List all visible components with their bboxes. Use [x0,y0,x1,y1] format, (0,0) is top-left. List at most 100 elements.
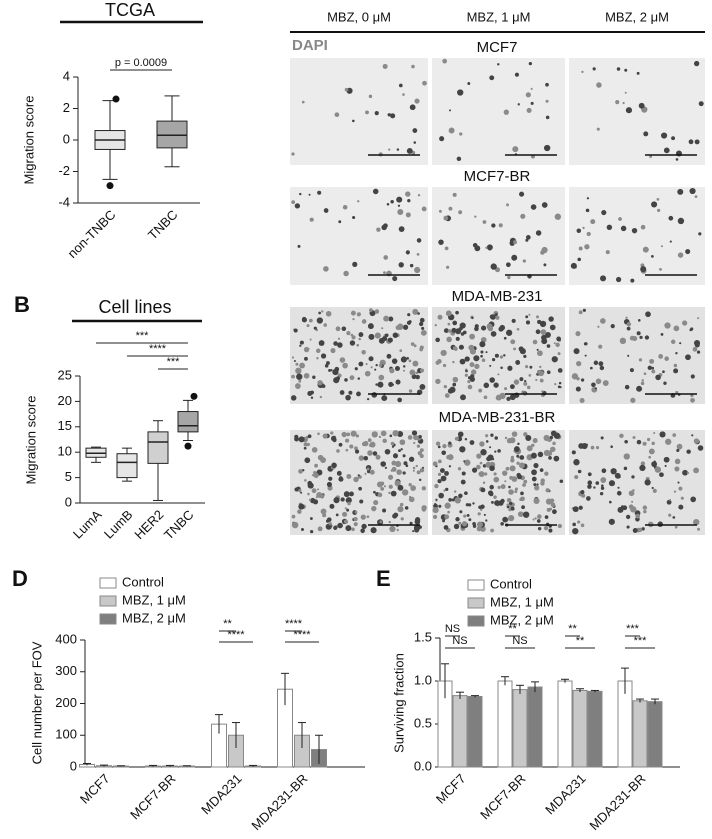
cell [386,353,392,359]
cell [545,331,551,338]
cell [630,278,635,283]
cell [526,385,531,390]
cell [298,436,305,443]
cell [339,357,346,363]
cell [464,373,468,377]
cell [371,392,378,398]
cell [506,396,511,401]
cell [554,213,562,220]
cell [516,472,522,478]
cell [635,513,641,519]
cell [530,452,537,459]
cell [391,383,394,386]
cell [553,342,556,345]
cell [480,487,486,493]
cell [556,336,562,342]
cell [366,467,370,471]
cell [444,246,449,251]
cell [618,217,622,221]
cell [608,480,616,487]
cell [467,384,473,390]
cell [443,328,449,333]
cell [533,497,540,504]
cell [506,438,513,444]
cell [355,434,360,438]
cell [453,523,460,530]
cell [559,479,564,483]
legend-swatch [467,597,485,609]
cell [413,434,419,441]
cell [457,467,462,471]
cell [323,323,328,327]
bar [467,695,483,768]
micrograph [290,187,428,285]
cell [447,388,454,394]
cell [615,276,622,283]
cell [648,448,655,455]
cell [510,458,515,463]
cell [679,342,682,345]
cell [413,441,416,445]
cell [626,321,632,327]
cell [402,324,409,330]
cell [657,208,661,212]
cell [518,462,525,469]
cell [632,435,636,439]
cell [536,483,539,486]
cell [357,474,360,477]
cell [366,515,370,519]
cell [414,527,420,533]
cell [512,146,519,153]
cell [513,347,516,351]
cell [443,489,446,492]
cell [458,521,462,525]
cell [519,377,524,382]
cell [375,363,378,367]
cell [388,484,393,489]
bar [587,690,603,768]
cell [307,434,312,439]
cell [493,382,499,388]
cell [485,461,492,468]
cell [378,363,383,368]
cell [312,375,316,379]
cell [442,58,448,64]
y-tick-label: 15 [58,418,72,433]
cell [576,228,582,234]
cell [653,431,656,435]
cell [594,387,597,390]
cell [519,191,525,197]
cell [469,348,476,355]
cell [580,490,585,495]
cell [415,374,420,380]
cell [342,204,348,210]
cell [412,469,415,472]
cell [522,483,526,487]
cell [459,132,463,136]
x-tick-label: TNBC [161,507,197,543]
cell [616,67,621,71]
cell [316,356,319,360]
bar [452,695,468,768]
cell [510,339,516,345]
cell [623,453,630,460]
cell [637,319,641,322]
cell [693,438,700,444]
cell [402,454,406,458]
cell [537,514,542,519]
cell [660,245,663,248]
cell [374,368,377,371]
cell [353,522,358,527]
cell [493,472,497,476]
cell [469,440,475,445]
cell [631,475,635,479]
cell [658,354,664,359]
x-tick-label: MDA231 [542,771,588,817]
cell [485,434,489,438]
cell [340,497,345,502]
cell [320,457,327,463]
cell [693,518,700,526]
cell [630,397,636,403]
cell [440,349,447,357]
cell [396,323,404,331]
